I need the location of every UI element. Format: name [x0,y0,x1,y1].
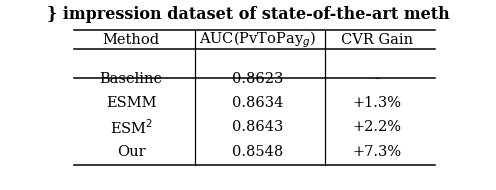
Text: AUC(PvToPay$_g$): AUC(PvToPay$_g$) [199,29,316,50]
Text: +7.3%: +7.3% [353,145,402,158]
Text: CVR Gain: CVR Gain [341,33,413,47]
Text: 0.8623: 0.8623 [232,72,284,86]
Text: +2.2%: +2.2% [353,120,402,134]
Text: ESM$^2$: ESM$^2$ [110,118,153,137]
Text: +1.3%: +1.3% [353,96,402,110]
Text: 0.8634: 0.8634 [232,96,284,110]
Text: } impression dataset of state-of-the-art meth: } impression dataset of state-of-the-art… [47,6,449,23]
Text: Method: Method [103,33,160,47]
Text: Our: Our [117,145,145,158]
Text: 0.8643: 0.8643 [232,120,284,134]
Text: Baseline: Baseline [100,72,163,86]
Text: 0.8548: 0.8548 [233,145,284,158]
Text: -: - [375,72,379,86]
Text: ESMM: ESMM [106,96,156,110]
